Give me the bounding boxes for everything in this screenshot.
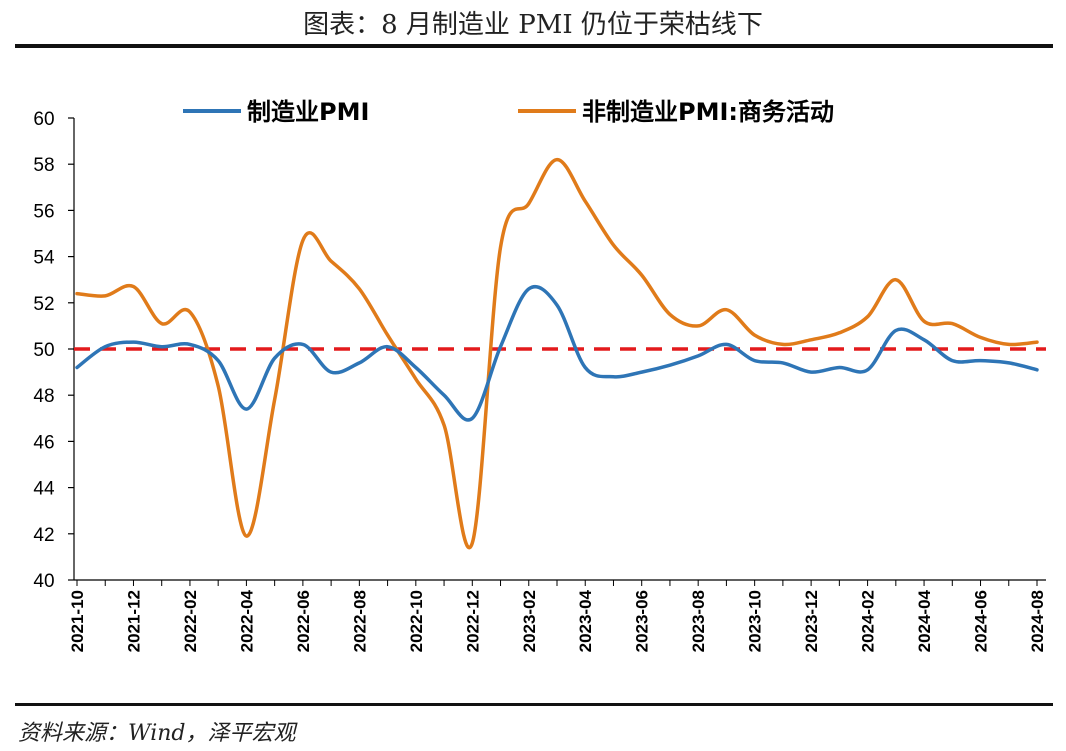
x-tick-label: 2022-06: [294, 590, 313, 652]
x-tick-label: 2023-06: [633, 590, 652, 652]
non-manufacturing-pmi-line: [75, 157, 1039, 550]
y-tick-label: 46: [33, 432, 54, 453]
x-tick-label: 2024-08: [1028, 590, 1047, 652]
y-tick-label: 56: [33, 201, 54, 222]
y-tick-label: 60: [33, 109, 54, 130]
title-rule: [15, 44, 1053, 48]
x-tick-label: 2023-02: [520, 590, 539, 652]
source-note: 资料来源：Wind，泽平宏观: [18, 721, 296, 746]
y-tick-label: 42: [33, 525, 54, 546]
x-tick-label: 2023-08: [689, 590, 708, 652]
y-tick-label: 50: [33, 340, 54, 361]
y-tick-label: 40: [33, 571, 54, 592]
x-tick-label: 2023-12: [802, 590, 821, 652]
y-tick-label: 52: [33, 294, 54, 315]
series-layer: [75, 157, 1039, 550]
footer-rule: [15, 703, 1053, 706]
manufacturing-pmi-line: [75, 284, 1039, 422]
x-tick-label: 2024-04: [915, 589, 934, 652]
x-tick-label: 2022-04: [237, 589, 256, 652]
y-tick-label: 44: [33, 479, 55, 500]
x-tick-label: 2022-12: [463, 590, 482, 652]
x-tick-label: 2024-06: [972, 590, 991, 652]
y-tick-label: 58: [33, 155, 54, 176]
x-tick-label: 2021-12: [124, 590, 143, 652]
y-tick-label: 48: [33, 386, 54, 407]
x-tick-label: 2024-02: [859, 590, 878, 652]
y-tick-label: 54: [33, 248, 55, 269]
legend-label-non-manufacturing: 非制造业PMI:商务活动: [582, 98, 834, 126]
x-tick-label: 2022-10: [407, 590, 426, 652]
x-tick-label: 2022-08: [350, 590, 369, 652]
axes: 40 42 44 46 48 50 52 54 56 58 60 2021-10 2021-12 2022…: [33, 109, 1047, 652]
legend: 制造业PMI 非制造业PMI:商务活动: [183, 98, 834, 126]
x-tick-label: 2021-10: [68, 590, 87, 652]
x-tick-label: 2023-10: [746, 590, 765, 652]
chart-title: 图表：8 月制造业 PMI 仍位于荣枯线下: [303, 10, 763, 40]
x-tick-label: 2023-04: [576, 589, 595, 652]
legend-label-manufacturing: 制造业PMI: [247, 98, 369, 126]
x-tick-label: 2022-02: [181, 590, 200, 652]
